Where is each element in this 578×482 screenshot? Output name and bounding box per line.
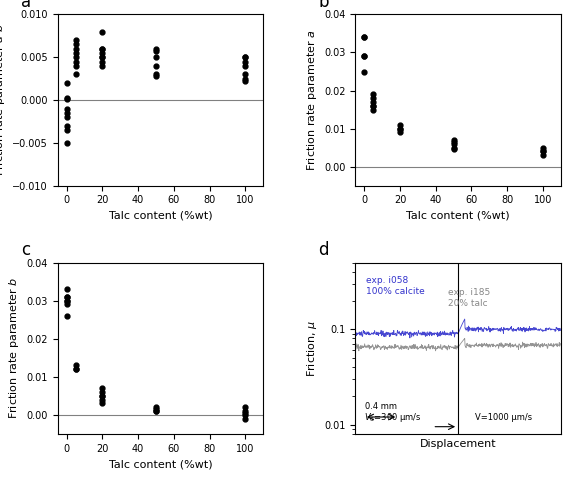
X-axis label: Talc content (%wt): Talc content (%wt) — [109, 459, 212, 469]
Y-axis label: Friction rate parameter $a$-$b$: Friction rate parameter $a$-$b$ — [0, 24, 7, 176]
X-axis label: Talc content (%wt): Talc content (%wt) — [406, 211, 510, 221]
X-axis label: Displacement: Displacement — [420, 440, 497, 449]
Y-axis label: Friction rate parameter $b$: Friction rate parameter $b$ — [7, 277, 21, 419]
Text: a: a — [21, 0, 31, 11]
Text: d: d — [318, 241, 329, 259]
Text: b: b — [318, 0, 329, 11]
Text: exp. i058
100% calcite: exp. i058 100% calcite — [366, 276, 424, 296]
Text: V=1000 μm/s: V=1000 μm/s — [475, 413, 532, 422]
Text: $V_0$=300 μm/s: $V_0$=300 μm/s — [364, 411, 421, 424]
Text: c: c — [21, 241, 30, 259]
Y-axis label: Friction, $\mu$: Friction, $\mu$ — [305, 320, 318, 377]
Text: 0.4 mm: 0.4 mm — [365, 402, 397, 411]
X-axis label: Talc content (%wt): Talc content (%wt) — [109, 211, 212, 221]
Y-axis label: Friction rate parameter $a$: Friction rate parameter $a$ — [305, 29, 318, 171]
Text: exp. i185
20% talc: exp. i185 20% talc — [448, 288, 490, 308]
